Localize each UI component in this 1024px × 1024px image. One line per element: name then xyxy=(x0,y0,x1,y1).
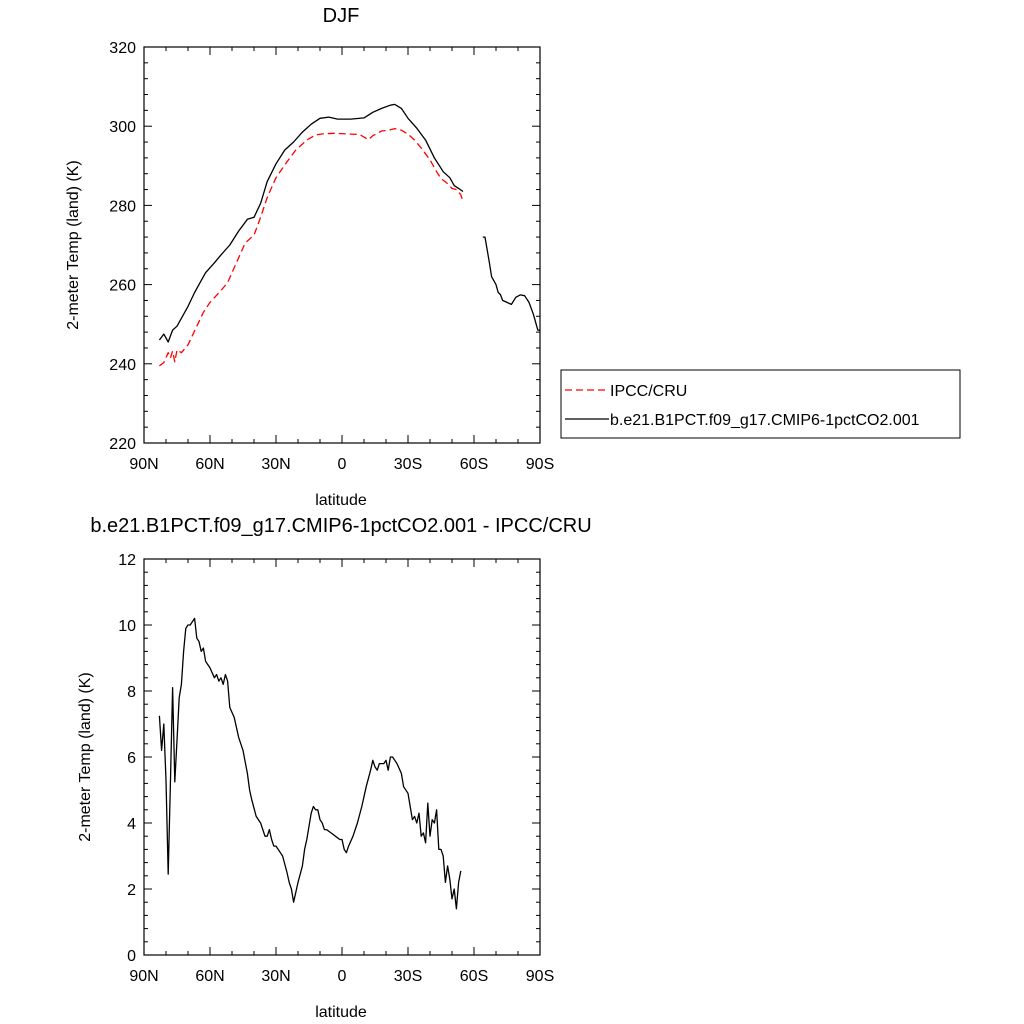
y-tick-label: 2 xyxy=(127,882,136,899)
x-tick-label: 30N xyxy=(261,456,290,473)
x-tick-label: 90N xyxy=(129,968,158,985)
y-tick-label: 10 xyxy=(118,618,136,635)
legend-entry-ipcc-cru: IPCC/CRU xyxy=(610,383,687,400)
legend-entry-model: b.e21.B1PCT.f09_g17.CMIP6-1pctCO2.001 xyxy=(610,412,920,429)
y-tick-label: 220 xyxy=(109,436,136,453)
x-tick-label: 90S xyxy=(526,456,554,473)
y-tick-label: 12 xyxy=(118,552,136,569)
x-tick-label: 60N xyxy=(195,456,224,473)
x-tick-label: 0 xyxy=(338,456,347,473)
chart-title: DJF xyxy=(323,5,360,27)
plot-frame xyxy=(143,46,541,444)
x-tick-label: 60N xyxy=(195,968,224,985)
chart-title: b.e21.B1PCT.f09_g17.CMIP6-1pctCO2.001 - … xyxy=(90,515,591,537)
y-tick-label: 0 xyxy=(127,948,136,965)
plot-frame xyxy=(143,558,541,956)
chart-marks: 90N 60N 30N 0 30S 60S 90S 0 2 4 6 8 10 12 xyxy=(118,552,554,985)
y-tick-label: 240 xyxy=(109,357,136,374)
x-tick-label: 90S xyxy=(526,968,554,985)
x-tick-label: 0 xyxy=(338,968,347,985)
y-tick-label: 8 xyxy=(127,684,136,701)
x-tick-label: 60S xyxy=(460,456,488,473)
x-axis-label: latitude xyxy=(315,492,367,509)
y-tick-label: 6 xyxy=(127,750,136,767)
chart-djf: DJF latitude 2-meter Temp (land) (K) 90N… xyxy=(65,5,554,509)
y-tick-label: 300 xyxy=(109,119,136,136)
legend: IPCC/CRU b.e21.B1PCT.f09_g17.CMIP6-1pctC… xyxy=(560,369,961,439)
x-tick-label: 30S xyxy=(394,456,422,473)
x-axis-label: latitude xyxy=(315,1004,367,1021)
y-tick-label: 320 xyxy=(109,40,136,57)
series-line-b-e21-b1pct-f09-g17-cmip6-1pctco2-001 xyxy=(158,103,464,343)
series-line-b-e21-b1pct-f09-g17-cmip6-1pctco2-001 xyxy=(482,236,540,331)
y-tick-label: 280 xyxy=(109,198,136,215)
y-axis-label: 2-meter Temp (land) (K) xyxy=(77,672,94,842)
chart-difference: b.e21.B1PCT.f09_g17.CMIP6-1pctCO2.001 - … xyxy=(77,515,592,1021)
x-tick-label: 90N xyxy=(129,456,158,473)
y-axis-label: 2-meter Temp (land) (K) xyxy=(65,160,82,330)
series-line-difference xyxy=(158,617,462,910)
series-line-ipcc-cru xyxy=(159,127,464,367)
legend-box xyxy=(560,369,961,439)
y-tick-label: 260 xyxy=(109,278,136,295)
y-tick-label: 4 xyxy=(127,816,136,833)
x-tick-label: 30N xyxy=(261,968,290,985)
chart-marks: 90N 60N 30N 0 30S 60S 90S 220 240 260 280 300 320 xyxy=(109,40,554,473)
x-tick-label: 60S xyxy=(460,968,488,985)
x-tick-label: 30S xyxy=(394,968,422,985)
